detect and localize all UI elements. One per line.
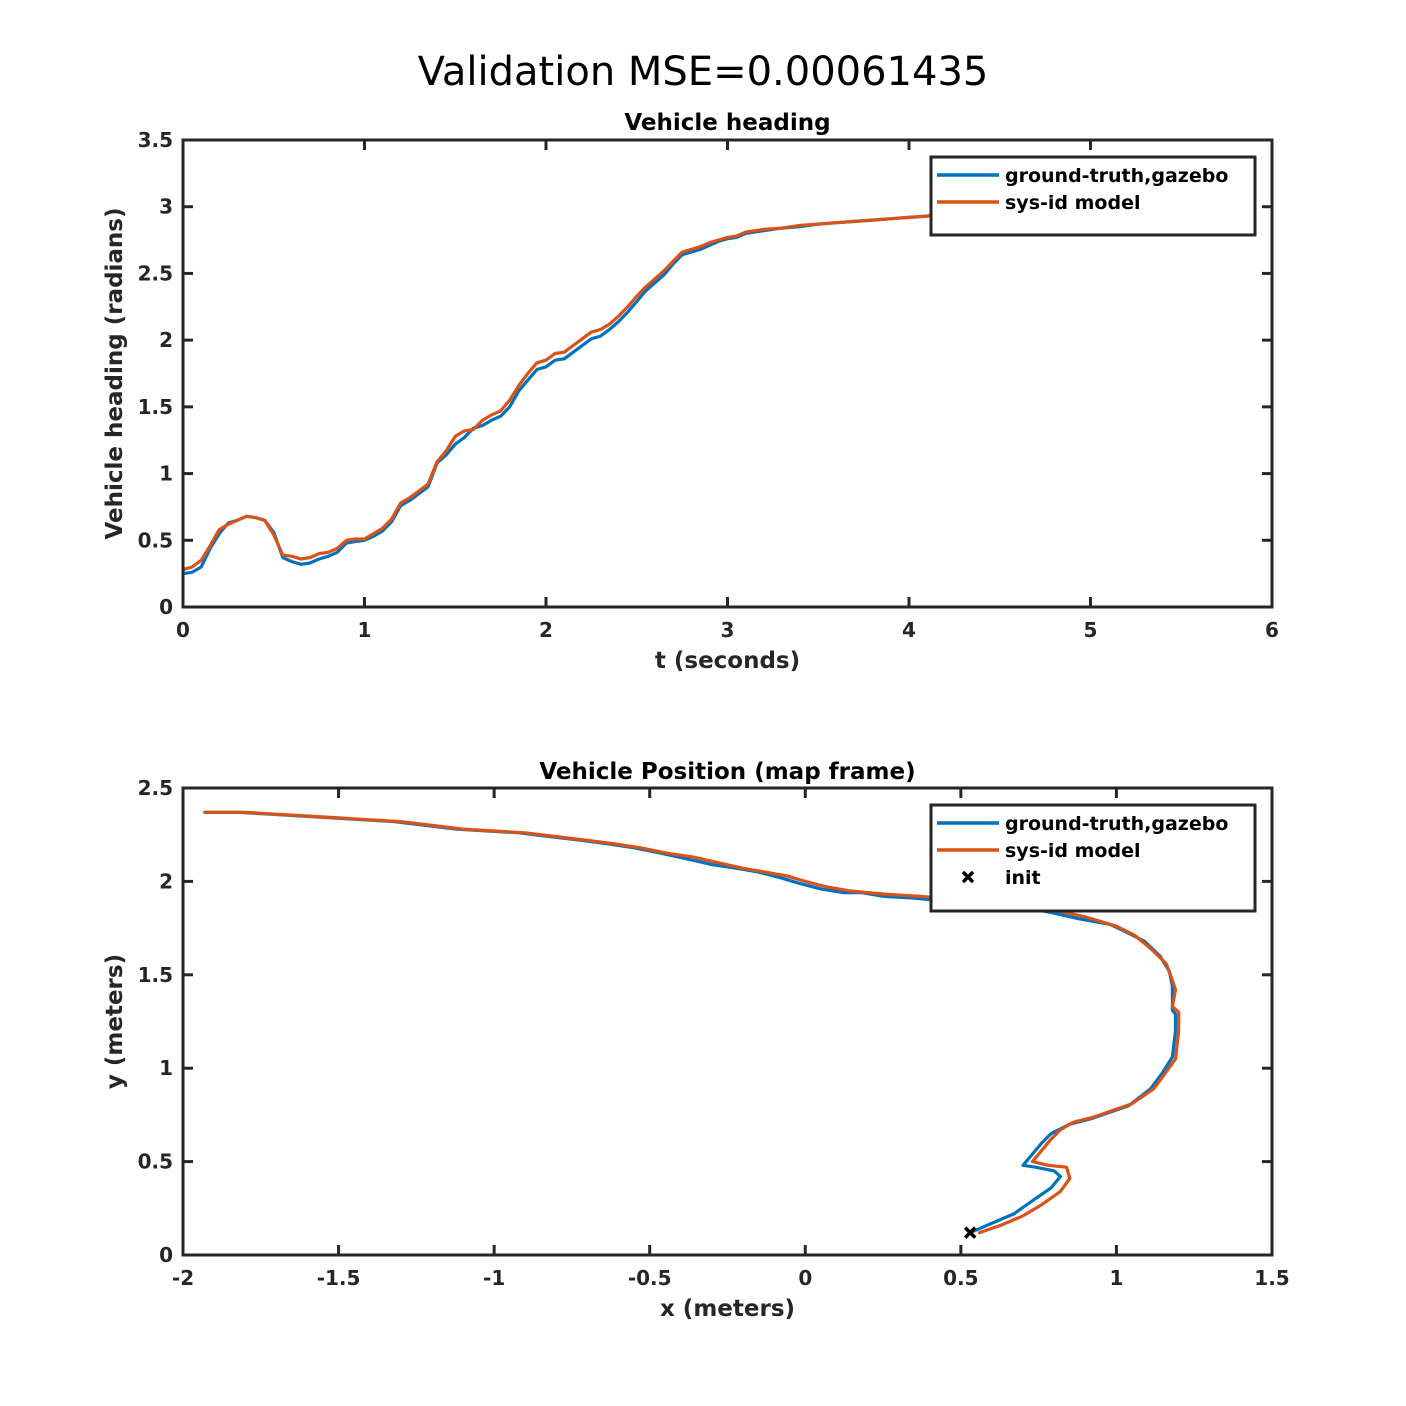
x-tick-label: -1.5 [317, 1266, 361, 1290]
y-tick-label: 1.5 [138, 963, 173, 987]
x-tick-label: 6 [1265, 618, 1279, 642]
x-tick-label: 4 [902, 618, 916, 642]
x-axis-label: t (seconds) [655, 648, 800, 674]
x-tick-label: 5 [1084, 618, 1098, 642]
axes-frame [181, 786, 1274, 1257]
y-axis-label: Vehicle heading (radians) [102, 207, 128, 539]
y-tick-label: 0.5 [138, 1150, 173, 1174]
y-tick-label: 1 [159, 462, 173, 486]
x-tick-label: 0 [176, 618, 190, 642]
y-tick-label: 1 [159, 1056, 173, 1080]
figure-suptitle: Validation MSE=0.00061435 [418, 49, 989, 95]
x-tick-label: -0.5 [628, 1266, 672, 1290]
y-tick-label: 3 [159, 195, 173, 219]
y-tick-label: 0.5 [138, 528, 173, 552]
legend-marker-init [961, 870, 975, 884]
y-axis-label: y (meters) [102, 954, 128, 1089]
x-tick-label: 1.5 [1254, 1266, 1289, 1290]
x-tick-label: 1 [358, 618, 372, 642]
y-tick-label: 0 [159, 1243, 173, 1267]
position-axes: -2 -1.5 -1 -0.5 0 0.5 1 1.5 0 0.5 1 1.5 2 2.5 Vehicle … [102, 759, 1290, 1322]
series-group [183, 211, 947, 576]
y-tick-label: 2 [159, 328, 173, 352]
y-tick-label: 3.5 [138, 128, 173, 152]
legend-entry-label: sys-id model [1005, 192, 1140, 214]
legend-entry-label: sys-id model [1005, 840, 1140, 862]
axes-title: Vehicle heading [624, 110, 830, 136]
series-line-sys-id-model [183, 211, 947, 572]
x-tick-label: 2 [539, 618, 553, 642]
y-tick-label: 1.5 [138, 395, 173, 419]
x-tick-label: -2 [172, 1266, 194, 1290]
y-tick-label: 2.5 [138, 261, 173, 285]
x-axis-label: x (meters) [660, 1296, 795, 1322]
axes-title: Vehicle Position (map frame) [539, 759, 915, 785]
legend: ground-truth,gazebo sys-id model init [929, 803, 1257, 913]
x-tick-label: 0.5 [943, 1266, 978, 1290]
y-tick-label: 0 [159, 595, 173, 619]
y-tick-label: 2.5 [138, 776, 173, 800]
x-tick-label: -1 [483, 1266, 505, 1290]
init-marker [963, 1226, 977, 1239]
x-tick-label: 3 [721, 618, 735, 642]
legend: ground-truth,gazebo sys-id model [929, 155, 1257, 237]
heading-axes: 0 1 2 3 4 5 6 0 0.5 1 1.5 2 2.5 3 3.5 Vehicle heading t … [102, 110, 1279, 674]
legend-entry-label: ground-truth,gazebo [1005, 165, 1228, 187]
legend-entry-label: init [1005, 867, 1041, 889]
legend-box [929, 155, 1257, 237]
x-tick-label: 1 [1109, 1266, 1123, 1290]
legend-entry-label: ground-truth,gazebo [1005, 813, 1228, 835]
y-tick-label: 2 [159, 869, 173, 893]
x-tick-label: 0 [798, 1266, 812, 1290]
